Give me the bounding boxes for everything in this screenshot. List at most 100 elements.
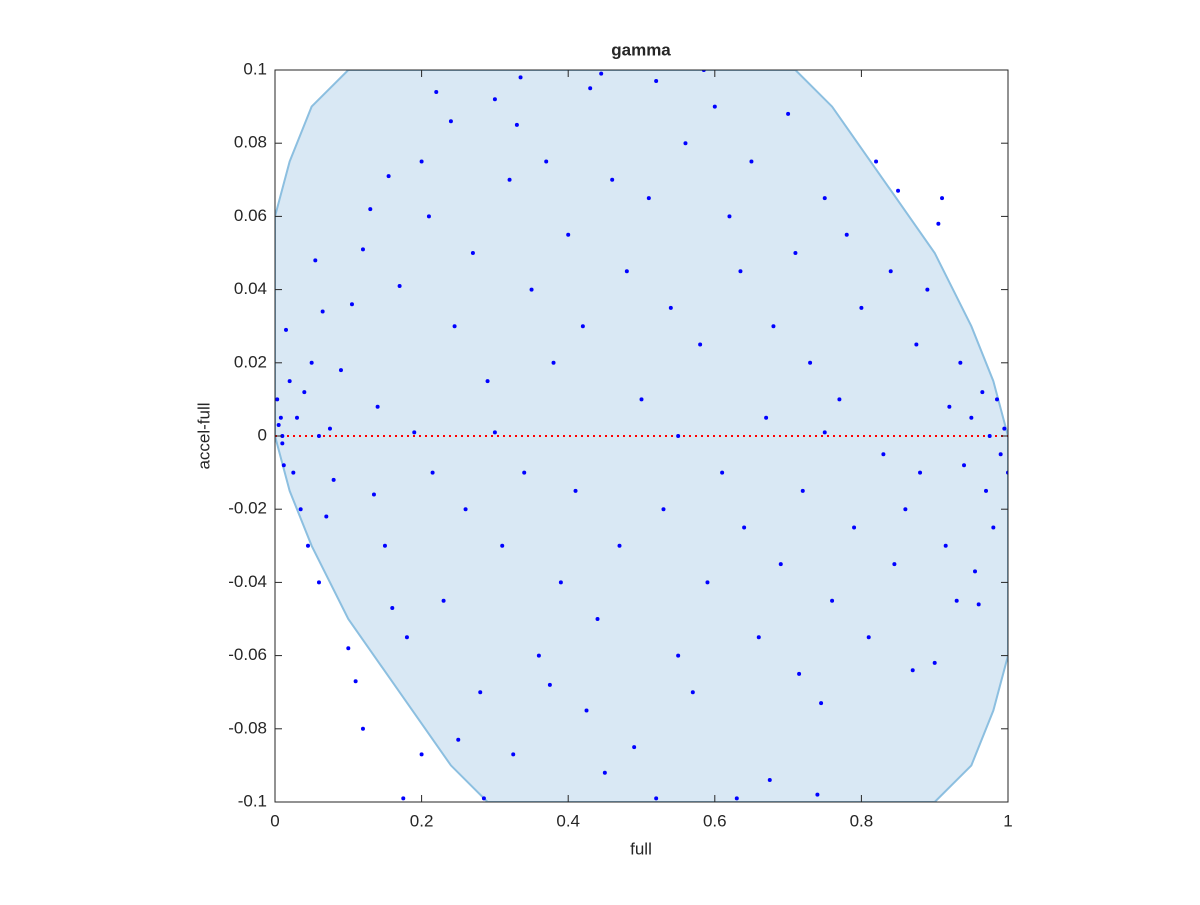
point <box>727 214 732 219</box>
point <box>914 342 919 347</box>
point <box>426 214 431 219</box>
point <box>280 441 285 446</box>
point <box>962 463 967 468</box>
point <box>390 606 395 611</box>
point <box>375 404 380 409</box>
point <box>492 430 497 435</box>
y-axis-label: accel-full <box>194 402 213 469</box>
point <box>837 397 842 402</box>
point <box>404 635 409 640</box>
point <box>797 671 802 676</box>
point <box>918 470 923 475</box>
point <box>819 701 824 706</box>
point <box>980 390 985 395</box>
point <box>646 196 651 201</box>
point <box>771 324 776 329</box>
point <box>566 232 571 237</box>
point <box>969 415 974 420</box>
point <box>705 580 710 585</box>
point <box>500 543 505 548</box>
point <box>947 404 952 409</box>
point <box>452 324 457 329</box>
point <box>386 174 391 179</box>
point <box>313 258 318 263</box>
point <box>514 122 519 127</box>
point <box>815 792 820 797</box>
point <box>936 221 941 226</box>
point <box>481 796 486 801</box>
point <box>668 305 673 310</box>
point <box>419 752 424 757</box>
point <box>371 492 376 497</box>
point <box>683 141 688 146</box>
point <box>892 562 897 567</box>
point <box>536 653 541 658</box>
point <box>316 580 321 585</box>
point <box>995 397 1000 402</box>
point <box>360 726 365 731</box>
x-tick-label: 1 <box>1003 811 1012 830</box>
point <box>368 207 373 212</box>
point <box>661 507 666 512</box>
point <box>580 324 585 329</box>
point <box>294 415 299 420</box>
plot-area <box>275 70 1008 802</box>
point <box>639 397 644 402</box>
point <box>280 434 285 438</box>
point <box>742 525 747 530</box>
point <box>786 111 791 116</box>
point <box>547 682 552 687</box>
point <box>382 543 387 548</box>
point <box>448 119 453 124</box>
point <box>973 569 978 574</box>
point <box>852 525 857 530</box>
point <box>456 737 461 742</box>
point <box>305 543 310 548</box>
point <box>910 668 915 673</box>
point <box>584 708 589 713</box>
point <box>654 78 659 83</box>
y-tick-label: -0.08 <box>228 718 267 737</box>
point <box>349 302 354 307</box>
point <box>588 86 593 91</box>
point <box>360 247 365 252</box>
point <box>281 463 286 468</box>
x-axis-label: full <box>630 839 652 858</box>
point <box>896 188 901 193</box>
point <box>756 635 761 640</box>
point <box>558 580 563 585</box>
point <box>602 770 607 775</box>
point <box>808 360 813 365</box>
point <box>676 653 681 658</box>
point <box>291 470 296 475</box>
x-tick-label: 0.6 <box>703 811 727 830</box>
y-tick-label: -0.06 <box>228 645 267 664</box>
y-tick-label: 0.06 <box>234 206 267 225</box>
point <box>599 71 604 76</box>
point <box>507 177 512 182</box>
point <box>327 426 332 431</box>
point <box>511 752 516 757</box>
point <box>276 423 281 428</box>
point <box>844 232 849 237</box>
point <box>943 543 948 548</box>
point <box>734 796 739 801</box>
point <box>463 507 468 512</box>
point <box>492 97 497 102</box>
point <box>529 287 534 292</box>
y-tick-label: 0.04 <box>234 279 267 298</box>
point <box>822 430 827 435</box>
point <box>888 269 893 274</box>
point <box>309 360 314 365</box>
point <box>610 177 615 182</box>
point <box>434 89 439 94</box>
x-tick-label: 0.2 <box>410 811 434 830</box>
point <box>984 488 989 493</box>
y-tick-label: -0.04 <box>228 572 267 591</box>
point <box>998 452 1003 457</box>
point <box>485 379 490 384</box>
point <box>778 562 783 567</box>
point <box>412 430 417 435</box>
point <box>874 159 879 164</box>
